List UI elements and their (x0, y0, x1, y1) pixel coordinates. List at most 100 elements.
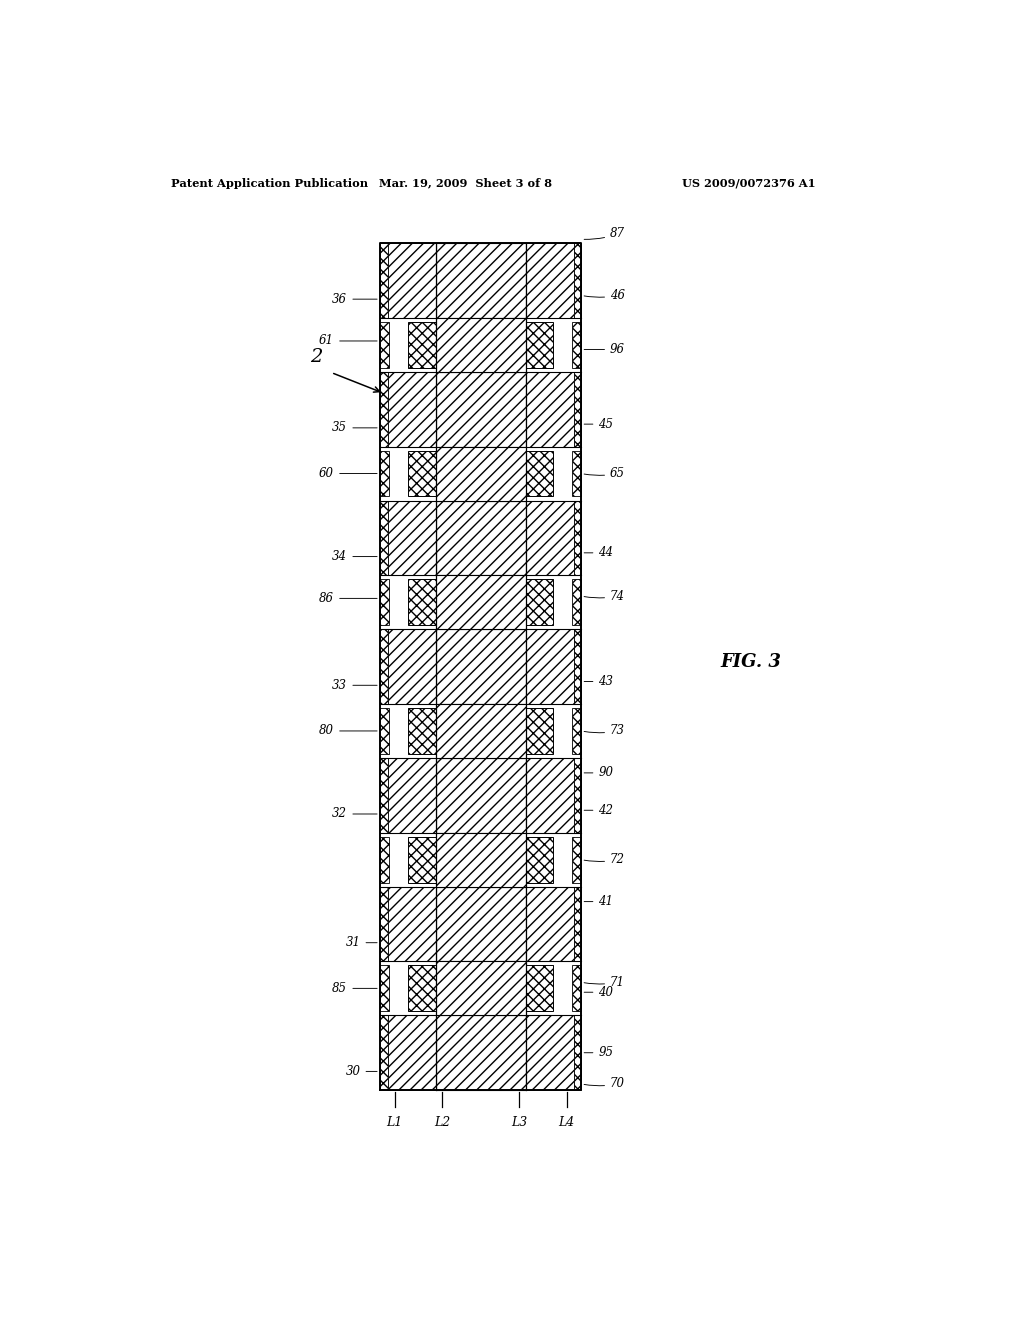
Text: 74: 74 (584, 590, 625, 603)
Text: 41: 41 (584, 895, 613, 908)
Bar (388, 630, 435, 704)
Bar (435, 243, 525, 318)
Bar (525, 1015, 573, 1090)
Text: US 2009/0072376 A1: US 2009/0072376 A1 (682, 178, 816, 189)
Bar (573, 1015, 582, 1090)
Text: 42: 42 (584, 804, 613, 817)
Bar (525, 579, 554, 626)
Text: 72: 72 (584, 853, 625, 866)
Bar (435, 372, 525, 446)
Bar (573, 887, 582, 961)
Text: Mar. 19, 2009  Sheet 3 of 8: Mar. 19, 2009 Sheet 3 of 8 (379, 178, 552, 189)
Bar (525, 758, 573, 833)
Bar (435, 887, 525, 961)
Bar (435, 704, 525, 758)
Bar (525, 965, 554, 1011)
Bar (435, 500, 525, 576)
Bar (525, 372, 573, 446)
Bar (572, 837, 582, 883)
Bar (388, 758, 435, 833)
Text: 87: 87 (584, 227, 625, 240)
Text: 30: 30 (345, 1065, 377, 1078)
Bar (380, 837, 389, 883)
Bar (435, 833, 525, 887)
Bar (435, 446, 525, 500)
Bar (388, 887, 435, 961)
Text: 90: 90 (584, 767, 613, 779)
Text: 60: 60 (319, 467, 377, 480)
Bar (388, 243, 435, 318)
Text: 85: 85 (333, 982, 377, 995)
Bar (435, 1015, 525, 1090)
Bar (525, 450, 554, 496)
Text: 36: 36 (333, 293, 377, 306)
Bar (572, 965, 582, 1011)
Bar (380, 450, 389, 496)
Bar (525, 708, 554, 754)
Text: 32: 32 (333, 808, 377, 821)
Text: 86: 86 (319, 591, 377, 605)
Bar (435, 576, 525, 630)
Bar (572, 450, 582, 496)
Text: 71: 71 (584, 975, 625, 989)
Text: L2: L2 (434, 1117, 450, 1130)
Bar (435, 758, 525, 833)
Text: 96: 96 (584, 343, 625, 356)
Bar (525, 322, 554, 368)
Bar (572, 708, 582, 754)
Bar (573, 758, 582, 833)
Bar (380, 758, 388, 833)
Bar (380, 372, 388, 446)
Bar (435, 961, 525, 1015)
Bar (380, 243, 388, 318)
Text: L4: L4 (558, 1117, 574, 1130)
Bar (408, 579, 435, 626)
Bar (380, 887, 388, 961)
Bar (408, 965, 435, 1011)
Text: 2: 2 (310, 348, 323, 367)
Text: 31: 31 (345, 936, 377, 949)
Bar (388, 500, 435, 576)
Text: 46: 46 (584, 289, 625, 302)
Bar (380, 1015, 388, 1090)
Bar (525, 837, 554, 883)
Bar (572, 579, 582, 626)
Bar (435, 630, 525, 704)
Bar (408, 322, 435, 368)
Text: 43: 43 (584, 675, 613, 688)
Bar (408, 450, 435, 496)
Bar (380, 708, 389, 754)
Text: 61: 61 (319, 334, 377, 347)
Bar (573, 372, 582, 446)
Text: 35: 35 (333, 421, 377, 434)
Text: 45: 45 (584, 417, 613, 430)
Text: 33: 33 (333, 678, 377, 692)
Text: 73: 73 (584, 725, 625, 738)
Bar (388, 1015, 435, 1090)
Bar (388, 372, 435, 446)
Bar (380, 500, 388, 576)
Text: 40: 40 (584, 986, 613, 999)
Text: 44: 44 (584, 546, 613, 560)
Bar (525, 630, 573, 704)
Text: 70: 70 (584, 1077, 625, 1090)
Text: Patent Application Publication: Patent Application Publication (171, 178, 368, 189)
Bar (435, 318, 525, 372)
Bar (525, 243, 573, 318)
Bar (380, 322, 389, 368)
Bar (573, 630, 582, 704)
Text: 65: 65 (584, 467, 625, 480)
Bar (572, 322, 582, 368)
Bar (408, 708, 435, 754)
Text: L1: L1 (386, 1117, 402, 1130)
Text: 34: 34 (333, 550, 377, 564)
Bar (408, 837, 435, 883)
Bar (525, 887, 573, 961)
Text: 95: 95 (584, 1047, 613, 1059)
Bar (525, 500, 573, 576)
Text: FIG. 3: FIG. 3 (721, 652, 781, 671)
Text: L3: L3 (511, 1117, 527, 1130)
Bar (573, 243, 582, 318)
Bar (380, 630, 388, 704)
Text: 80: 80 (319, 725, 377, 738)
